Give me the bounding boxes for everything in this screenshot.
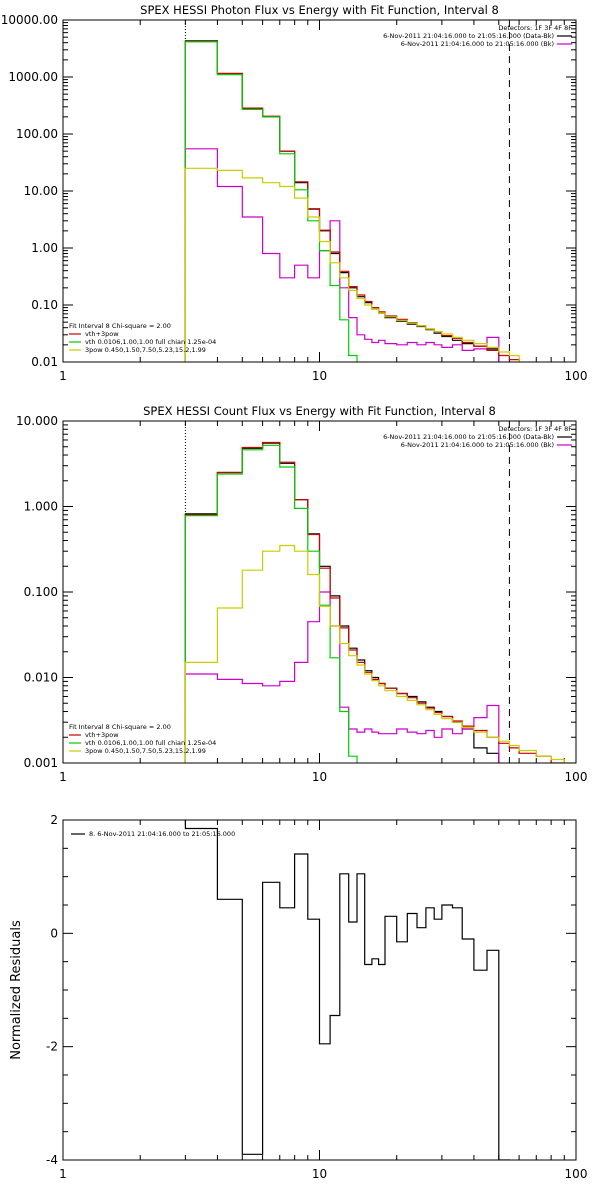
legend-entry-label: 8. 6-Nov-2011 21:04:16.000 to 21:05:16.0…: [89, 830, 235, 838]
y-tick-label: 10000.00: [1, 13, 58, 27]
y-tick-label: -2: [46, 1040, 58, 1054]
chart-title: SPEX HESSI Photon Flux vs Energy with Fi…: [140, 3, 499, 17]
y-tick-label: 0.001: [24, 756, 58, 770]
legend-entry-label: 6-Nov-2011 21:04:16.000 to 21:05:16.000 …: [383, 433, 554, 441]
x-tick-label: 100: [565, 369, 588, 383]
plot-frame: [62, 819, 577, 1161]
y-tick-label: 1.00: [31, 241, 58, 255]
x-tick-label: 10: [312, 1167, 327, 1181]
x-tick-label: 10: [312, 770, 327, 784]
series-line-5: [184, 544, 576, 763]
series-line-1: [184, 820, 510, 1160]
x-tick-label: 1: [59, 1167, 67, 1181]
y-tick-label: 100.00: [16, 127, 58, 141]
legend-header: Fit Interval 8 Chi-square = 2.00: [69, 723, 171, 731]
legend-entry-label: vth 0.0106,1.00,1.00 full chian 1.25e-04: [85, 739, 216, 747]
legend-entry-label: 6-Nov-2011 21:04:16.000 to 21:05:16.000 …: [401, 40, 554, 48]
data-area: [184, 441, 576, 763]
data-area: [184, 40, 520, 362]
x-tick-label: 100: [565, 770, 588, 784]
plot-frame: [62, 19, 577, 363]
x-tick-label: 1: [59, 770, 67, 784]
x-tick-label: 10: [312, 369, 327, 383]
data-area: [184, 820, 510, 1160]
legend-header: Detectors: 1F 3F 4F 8F: [498, 425, 572, 433]
y-tick-label: 2: [50, 813, 58, 827]
y-tick-label: 0.10: [31, 298, 58, 312]
legend-entry-label: vth 0.0106,1.00,1.00 full chian 1.25e-04: [85, 338, 216, 346]
y-axis-label: Normalized Residuals: [9, 920, 24, 1060]
chart-panel-3: 1 10 100 -4 -2 0 2 Normalized Residuals 8. 6-Nov…: [9, 813, 587, 1181]
legend-entry-label: 6-Nov-2011 21:04:16.000 to 21:05:16.000 …: [383, 32, 554, 40]
x-tick-label: 1: [59, 369, 67, 383]
legend-entry-label: vth+3pow: [85, 330, 119, 338]
legend-header: Fit Interval 8 Chi-square = 2.00: [69, 322, 171, 330]
y-tick-label: 0.01: [31, 355, 58, 369]
y-tick-label: 0.010: [24, 671, 58, 685]
y-tick-label: -4: [46, 1153, 58, 1167]
legend-entry-label: 3pow 0.450,1.50,7.50,5.23,15.2,1.99: [85, 346, 206, 354]
chart-title: SPEX HESSI Count Flux vs Energy with Fit…: [143, 404, 496, 418]
legend-header: Detectors: 1F 3F 4F 8F: [498, 24, 572, 32]
legend-entry-label: vth+3pow: [85, 731, 119, 739]
series-line-5: [184, 167, 520, 362]
chart-panel-1: SPEX HESSI Photon Flux vs Energy with Fi…: [1, 3, 588, 383]
series-line-1: [184, 40, 500, 362]
legend-entry-label: 3pow 0.450,1.50,7.50,5.23,15.2,1.99: [85, 747, 206, 755]
series-line-2: [184, 591, 500, 763]
y-tick-label: 0: [50, 926, 58, 940]
x-tick-label: 100: [565, 1167, 588, 1181]
y-tick-label: 1000.00: [8, 70, 58, 84]
legend-entry-label: 6-Nov-2011 21:04:16.000 to 21:05:16.000 …: [401, 441, 554, 449]
y-tick-label: 0.100: [24, 585, 58, 599]
y-tick-label: 10.00: [24, 184, 58, 198]
series-line-2: [184, 148, 500, 362]
series-line-4: [184, 444, 358, 763]
plot-frame: [62, 420, 577, 764]
series-line-4: [184, 41, 358, 362]
y-tick-label: 1.000: [24, 500, 58, 514]
y-tick-label: 10.000: [16, 414, 58, 428]
chart-panel-2: SPEX HESSI Count Flux vs Energy with Fit…: [16, 404, 588, 784]
